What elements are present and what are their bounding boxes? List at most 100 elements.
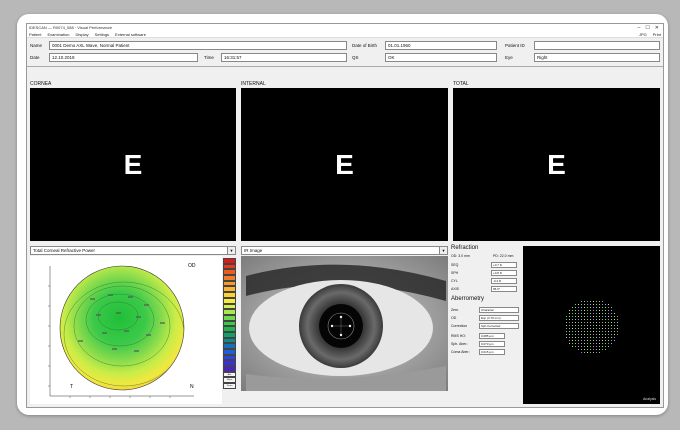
spot-dot	[593, 340, 594, 341]
spot-dot	[584, 319, 585, 320]
ir-image-select[interactable]: IR Image ▼	[241, 246, 448, 255]
spot-dot	[596, 349, 597, 350]
spot-dot	[614, 328, 615, 329]
spot-dot	[608, 337, 609, 338]
spot-dot	[575, 307, 576, 308]
total-panel[interactable]: E	[453, 88, 660, 241]
spot-dot	[584, 349, 585, 350]
name-label: Name	[30, 43, 43, 48]
spot-dot	[614, 319, 615, 320]
spot-dot	[611, 331, 612, 332]
menu-examination[interactable]: Examination	[47, 31, 70, 37]
spot-dot	[581, 352, 582, 353]
spot-dot	[569, 325, 570, 326]
spot-dot	[581, 316, 582, 317]
spot-dot	[584, 304, 585, 305]
eye-field[interactable]: Right	[534, 53, 660, 62]
legend-swatch	[223, 309, 236, 315]
dob-label: Date of Birth	[352, 43, 378, 48]
spot-dot	[608, 304, 609, 305]
spot-dot	[602, 304, 603, 305]
spot-dot	[566, 319, 567, 320]
menu-external-software[interactable]: External software	[115, 31, 146, 37]
spot-dot	[572, 310, 573, 311]
spot-diagram-panel[interactable]: Analysis	[523, 246, 660, 404]
spot-dot	[578, 334, 579, 335]
spot-dot	[605, 349, 606, 350]
menu-print[interactable]: Print	[652, 31, 661, 37]
spot-dot	[614, 313, 615, 314]
spot-dot	[587, 343, 588, 344]
legend-swatch	[223, 275, 236, 281]
zern-select[interactable]: Character	[479, 306, 519, 313]
cyl-label: CYL	[451, 278, 458, 283]
spot-dot	[602, 319, 603, 320]
window-title: IDESCAN — R0074_088 · Visual Performance	[29, 25, 113, 30]
spot-dot	[608, 319, 609, 320]
spot-dot	[581, 331, 582, 332]
spot-dot	[578, 331, 579, 332]
correction-label: Correction	[451, 323, 468, 328]
spot-dot	[614, 340, 615, 341]
topography-map[interactable]: OD T N	[30, 256, 222, 404]
patient-info-bar: Name 0001 Demo AXL Wave, Normal Patient …	[27, 38, 663, 67]
temporal-label: T	[70, 384, 74, 390]
spot-dot	[599, 334, 600, 335]
spot-dot	[593, 304, 594, 305]
spot-dot	[593, 343, 594, 344]
ir-eye-image[interactable]	[241, 256, 448, 391]
internal-panel[interactable]: E	[241, 88, 448, 241]
spot-dot	[590, 349, 591, 350]
spot-dot	[569, 310, 570, 311]
qs-field[interactable]: OK	[385, 53, 497, 62]
seq-label: SEQ	[451, 262, 459, 267]
menu-patient[interactable]: Patient	[29, 31, 42, 37]
legend-swatch	[223, 366, 236, 372]
spot-dot	[584, 301, 585, 302]
spot-dot	[593, 313, 594, 314]
legend-abs-button[interactable]: Abs	[223, 371, 236, 378]
menu-display[interactable]: Display	[75, 31, 89, 37]
date-field[interactable]: 12.10.2019	[49, 53, 198, 62]
maximize-button[interactable]: ☐	[645, 24, 650, 31]
menu-jpg[interactable]: JPG	[638, 31, 647, 37]
minimize-button[interactable]: –	[637, 24, 641, 31]
spot-dot	[575, 304, 576, 305]
spot-dot	[587, 334, 588, 335]
legend-zoom-button[interactable]: Zoom	[223, 383, 236, 389]
dob-field[interactable]: 01.01.1960	[385, 41, 497, 50]
spot-dot	[578, 340, 579, 341]
pupil-select[interactable]: Exp (3.70 mm)	[479, 314, 519, 321]
spot-dot	[578, 310, 579, 311]
legend-norm-button[interactable]: Norm	[223, 377, 236, 384]
spot-dot	[572, 340, 573, 341]
spot-dot	[566, 325, 567, 326]
time-field[interactable]: 16:31:57	[221, 53, 347, 62]
spot-dot	[605, 304, 606, 305]
cornea-panel[interactable]: E	[30, 88, 236, 241]
map-type-select[interactable]: Total Corneal Refractive Power ▼	[30, 246, 236, 255]
spot-dot	[581, 313, 582, 314]
pupil-select-value: Exp (3.70 mm)	[481, 315, 501, 320]
rms-ho-label: RMS HO:	[451, 333, 466, 338]
spot-dot	[566, 328, 567, 329]
name-field[interactable]: 0001 Demo AXL Wave, Normal Patient	[49, 41, 347, 50]
spot-dot	[593, 337, 594, 338]
menu-settings[interactable]: Settings	[94, 31, 110, 37]
spot-dot	[569, 328, 570, 329]
patient-id-field[interactable]	[534, 41, 660, 50]
spot-dot	[587, 304, 588, 305]
spot-dot	[587, 307, 588, 308]
spot-dot	[596, 301, 597, 302]
close-button[interactable]: ✕	[654, 24, 659, 31]
spot-dot	[608, 328, 609, 329]
correction-select[interactable]: Sph Corrected	[479, 322, 519, 329]
spot-dot	[590, 316, 591, 317]
spot-dot	[569, 337, 570, 338]
spot-dot	[596, 325, 597, 326]
spot-dot	[599, 322, 600, 323]
spot-dot	[575, 334, 576, 335]
color-scale-legend: Abs Norm Zoom	[223, 258, 236, 389]
spot-dot	[587, 310, 588, 311]
spot-dot	[581, 337, 582, 338]
